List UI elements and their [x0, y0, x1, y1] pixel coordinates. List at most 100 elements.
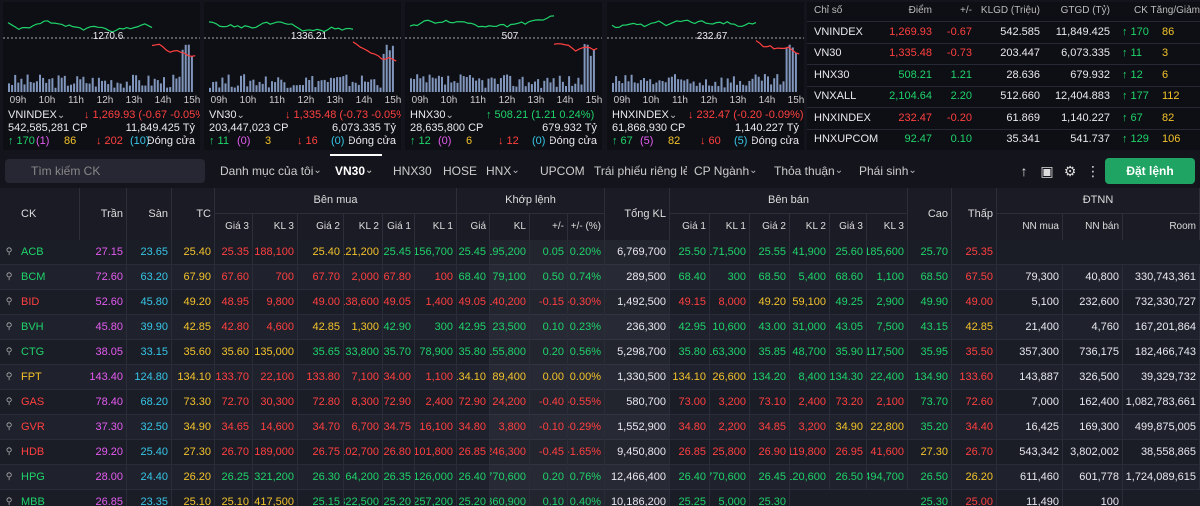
tab[interactable]: Phái sinh [856, 159, 916, 183]
time-label: 12h [498, 95, 516, 106]
cell: 68.50 [750, 265, 790, 290]
symbol[interactable]: FPT [21, 371, 42, 383]
time-label: 09h [9, 95, 27, 106]
cell: 167,201,864 [1123, 315, 1200, 340]
row-bg [0, 390, 1200, 415]
order-button[interactable]: Đặt lệnh [1105, 158, 1195, 184]
icon-button[interactable]: ⋮ [1086, 163, 1100, 179]
symbol[interactable]: MBB [21, 496, 45, 506]
cell: 21,400 [997, 315, 1063, 340]
cell: 25.10 [172, 490, 215, 506]
cell: 25.45 [383, 240, 415, 265]
cell: 30,300 [253, 390, 298, 415]
cell: 3,200 [710, 390, 750, 415]
index-header: Điểm [908, 5, 932, 16]
tab[interactable]: VN30 [332, 159, 386, 183]
column-header: Room [1123, 214, 1200, 240]
cell: 34.80 [457, 415, 490, 440]
pin-icon: ⚲ [5, 346, 13, 356]
cell: 35.95 [908, 340, 952, 365]
ceiling-count: (0) [438, 135, 452, 147]
index-cell: 542.585 [1000, 25, 1040, 38]
cell: 134.10 [670, 365, 710, 390]
cell: -1.65% [568, 440, 605, 465]
cell: 156,700 [415, 240, 457, 265]
index-panel: 507 09h 10h 11h 12h 13h 14h 15h HNX30↑ 508.21 (1… [405, 2, 602, 150]
cell: 34.90 [830, 415, 867, 440]
cell: 8,400 [790, 365, 830, 390]
cell: 135,000 [253, 340, 298, 365]
tab[interactable]: CP Ngành [691, 159, 767, 183]
cell: 0.10 [530, 490, 568, 506]
icon-button[interactable]: ▣ [1040, 163, 1054, 179]
row-bg [0, 415, 1200, 440]
tab[interactable]: UPCOM [540, 164, 585, 178]
tab[interactable]: Danh mục của tôi [217, 159, 328, 183]
flat-count: 3 [265, 135, 272, 147]
cell: 42.85 [952, 315, 997, 340]
cell: 27.15 [80, 240, 127, 265]
row-bg [0, 465, 1200, 490]
time-label: 15h [585, 95, 602, 106]
cell: 1,082,783,661 [1123, 390, 1200, 415]
symbol[interactable]: CTG [21, 346, 45, 358]
cell: 7,000 [997, 390, 1063, 415]
match-bg [490, 340, 670, 365]
cell: 185,600 [867, 240, 908, 265]
cell: 2,000 [344, 265, 383, 290]
cell: -0.29% [568, 415, 605, 440]
tab[interactable]: Thỏa thuận [771, 159, 852, 183]
cell: 25.00 [952, 490, 997, 506]
index-name: VNINDEX [5, 109, 85, 122]
cell: 73.30 [172, 390, 215, 415]
symbol[interactable]: HPG [21, 471, 45, 483]
row-sep [807, 85, 1200, 87]
row-sep [807, 107, 1200, 108]
tab[interactable]: Trái phiếu riêng lẻ [594, 164, 687, 178]
cell: 7,500 [867, 315, 908, 340]
time-label: 12h [297, 95, 315, 106]
column-header: Giá 3 [215, 214, 253, 240]
time-label: 14h [355, 95, 373, 106]
symbol[interactable]: BID [21, 296, 40, 308]
row-sep [807, 128, 1200, 130]
cell: 321,200 [253, 465, 298, 490]
cell: 124.80 [127, 365, 172, 390]
icon-button[interactable]: ⚙ [1063, 163, 1077, 179]
cell: 162,400 [1063, 390, 1123, 415]
symbol[interactable]: HDB [21, 446, 45, 458]
down-count: ↓ 202 [96, 135, 123, 147]
search-box[interactable]: Tìm kiếm CK [5, 159, 205, 183]
symbol[interactable]: GAS [21, 396, 45, 408]
row-bg [0, 290, 1200, 315]
cell: 26.70 [952, 440, 997, 465]
cell: 72.60 [80, 265, 127, 290]
row-bg [0, 340, 1200, 365]
symbol[interactable]: BCM [21, 271, 46, 283]
symbol[interactable]: BVH [21, 321, 44, 333]
cell: 100 [415, 265, 457, 290]
cell: 770,600 [490, 465, 530, 490]
ceiling-count: (0) [237, 135, 251, 147]
cell: 322,500 [344, 490, 383, 506]
cell: 169,300 [1063, 415, 1123, 440]
index-change: ↑ 508.21 (1.21 0.24%) [486, 109, 595, 121]
symbol[interactable]: GVR [21, 421, 45, 433]
index-panel: 1336.21 09h 10h 11h 12h 13h 14h 15h VN30↓ 1,335.… [204, 2, 401, 150]
index-cell: -0.20 [946, 111, 972, 124]
cell: 257,200 [415, 490, 457, 506]
symbol[interactable]: ACB [21, 246, 44, 258]
index-cell: 1.21 [950, 68, 972, 81]
cell: 35.85 [750, 340, 790, 365]
cell: 26.40 [457, 465, 490, 490]
tab[interactable]: HOSE [443, 164, 478, 178]
tab[interactable]: HNX [483, 159, 533, 183]
up-count: ↑ 67 [1122, 111, 1143, 124]
tab[interactable]: HNX30 [393, 164, 432, 178]
icon-button[interactable]: ↑ [1020, 163, 1028, 179]
cell: 67.50 [952, 265, 997, 290]
cell: 8,300 [344, 390, 383, 415]
index-cell: 11,849.425 [1055, 25, 1110, 38]
flat-count: 6 [1162, 68, 1169, 81]
cell: 45.80 [127, 290, 172, 315]
